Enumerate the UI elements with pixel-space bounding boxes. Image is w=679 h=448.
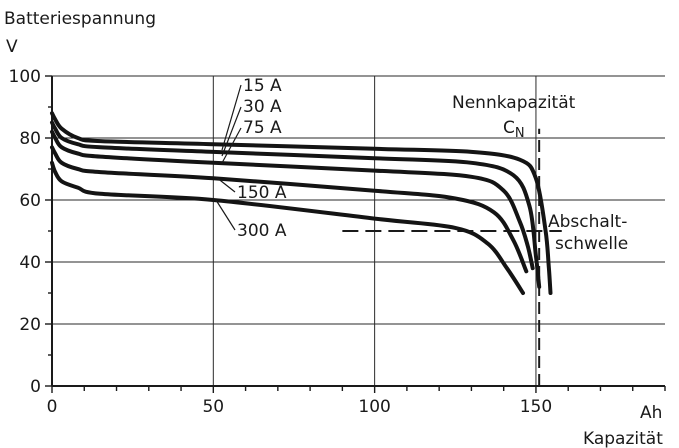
cn-symbol: CN: [503, 118, 525, 141]
series-label-leader: [215, 176, 236, 193]
x-tick-label: 100: [358, 397, 390, 417]
reference-lines: [342, 128, 562, 386]
cn-symbol-letter: C: [503, 118, 515, 138]
abschaltschwelle-label-line: schwelle: [555, 234, 628, 254]
axes: [51, 76, 665, 387]
y-tick-label: 60: [19, 191, 41, 211]
y-tick-label: 100: [9, 67, 41, 87]
x-tick-labels: 0 50 100 150: [47, 397, 553, 417]
y-tick-label: 80: [19, 129, 41, 149]
series-line-3: [50, 129, 535, 271]
series-label-leader: [221, 127, 242, 164]
nennkapazitaet-label: Nennkapazität: [452, 93, 576, 113]
series-label: 30 A: [243, 97, 282, 117]
y-axis-title: Batteriespannung: [4, 9, 156, 29]
series-label-leader: [215, 199, 236, 231]
series-label: 150 A: [237, 183, 287, 203]
abschaltschwelle-annotation: Abschalt-schwelle: [548, 212, 628, 254]
grid: [52, 75, 665, 386]
series-line-4: [50, 145, 529, 274]
series-label-leader: [221, 106, 242, 157]
y-tick-label: 0: [30, 377, 41, 397]
series-line-1: [50, 111, 553, 295]
x-tick-label: 0: [47, 397, 58, 417]
y-tick-label: 20: [19, 315, 41, 335]
series-lines: [50, 111, 553, 295]
y-tick-labels: 0 20 40 60 80 100: [9, 67, 41, 397]
x-tick-label: 150: [520, 397, 552, 417]
series-label: 15 A: [243, 76, 282, 96]
abschaltschwelle-label-line: Abschalt-: [548, 212, 627, 232]
series-label: 300 A: [237, 221, 287, 241]
series-label: 75 A: [243, 118, 282, 138]
series-labels: 15 A30 A75 A 150 A 300 A: [237, 76, 287, 241]
series-line-5: [50, 160, 525, 295]
cn-symbol-subscript: N: [515, 126, 525, 141]
x-axis-unit: Ah: [640, 403, 662, 423]
x-axis-title: Kapazität: [583, 429, 663, 448]
y-axis-unit: V: [6, 37, 18, 57]
label-leaders: [215, 84, 242, 231]
y-tick-label: 40: [19, 253, 41, 273]
series-label-leader: [221, 84, 242, 151]
nennkapazitaet-annotation: Nennkapazität CN: [452, 93, 576, 141]
x-tick-label: 50: [202, 397, 224, 417]
series-line-2: [50, 120, 542, 289]
